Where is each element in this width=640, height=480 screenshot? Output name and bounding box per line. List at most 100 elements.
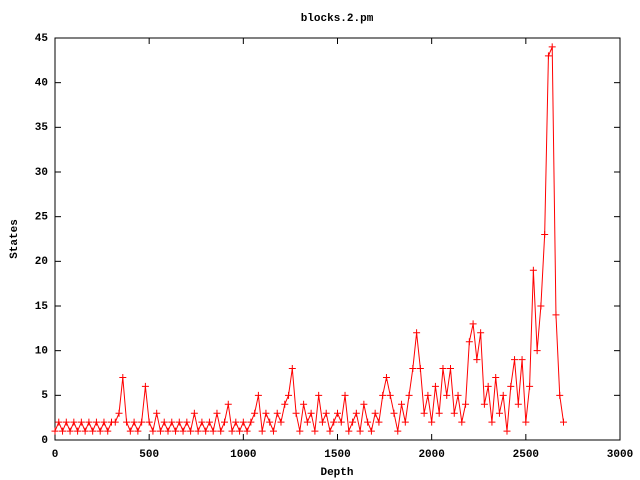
point-marker: [138, 418, 146, 426]
point-marker: [168, 418, 176, 426]
point-marker: [390, 409, 398, 417]
point-marker: [175, 418, 183, 426]
point-marker: [266, 418, 274, 426]
point-marker: [77, 418, 85, 426]
point-marker: [548, 43, 556, 51]
point-marker: [145, 418, 153, 426]
y-tick-label: 45: [35, 33, 49, 45]
point-marker: [529, 266, 537, 274]
x-tick-label: 3000: [607, 449, 633, 461]
point-marker: [164, 427, 172, 435]
point-marker: [243, 427, 251, 435]
point-marker: [522, 418, 530, 426]
point-marker: [296, 427, 304, 435]
point-marker: [236, 427, 244, 435]
point-marker: [96, 427, 104, 435]
point-marker: [450, 409, 458, 417]
point-marker: [318, 418, 326, 426]
point-marker: [104, 427, 112, 435]
point-marker: [292, 409, 300, 417]
point-marker: [552, 311, 560, 319]
plot-border: [54, 37, 621, 441]
point-marker: [262, 409, 270, 417]
point-marker: [473, 356, 481, 364]
x-tick-label: 0: [52, 449, 59, 461]
point-marker: [480, 400, 488, 408]
y-tick-label: 15: [35, 301, 49, 313]
point-marker: [443, 391, 451, 399]
y-tick-label: 5: [41, 390, 48, 402]
point-marker: [560, 418, 567, 426]
point-marker: [503, 427, 511, 435]
point-marker: [379, 391, 387, 399]
point-marker: [431, 382, 439, 390]
point-marker: [198, 418, 206, 426]
point-marker: [307, 409, 315, 417]
y-tick-label: 25: [35, 212, 49, 224]
point-marker: [326, 427, 334, 435]
point-marker: [115, 409, 123, 417]
point-marker: [89, 427, 97, 435]
x-tick-label: 2000: [418, 449, 444, 461]
point-marker: [179, 427, 187, 435]
y-tick-label: 40: [35, 78, 48, 90]
point-marker: [537, 302, 545, 310]
point-marker: [345, 427, 353, 435]
point-marker: [205, 418, 213, 426]
point-marker: [59, 427, 67, 435]
point-marker: [484, 382, 492, 390]
point-marker: [224, 400, 232, 408]
point-marker: [462, 400, 470, 408]
point-marker: [74, 427, 82, 435]
point-marker: [360, 400, 368, 408]
point-marker: [221, 418, 228, 426]
point-marker: [367, 427, 375, 435]
point-marker: [341, 391, 349, 399]
point-marker: [364, 418, 372, 426]
point-marker: [416, 365, 424, 373]
point-marker: [288, 365, 296, 373]
data-line: [54, 46, 564, 433]
point-marker: [458, 418, 466, 426]
point-marker: [85, 418, 93, 426]
point-marker: [126, 427, 134, 435]
point-marker: [356, 427, 364, 435]
y-tick-label: 20: [35, 256, 48, 268]
point-marker: [511, 356, 519, 364]
y-tick-label: 35: [35, 122, 49, 134]
point-marker: [454, 391, 462, 399]
point-marker: [285, 391, 293, 399]
point-marker: [541, 231, 549, 239]
point-marker: [469, 320, 477, 328]
point-marker: [251, 409, 259, 417]
point-marker: [254, 391, 262, 399]
point-marker: [315, 391, 323, 399]
point-marker: [334, 409, 341, 417]
point-marker: [447, 365, 454, 373]
point-marker: [232, 418, 240, 426]
x-axis-label: Depth: [320, 467, 353, 479]
point-marker: [123, 418, 131, 426]
point-marker: [544, 52, 552, 60]
point-marker: [281, 400, 289, 408]
point-marker: [269, 427, 277, 435]
point-marker: [330, 418, 338, 426]
point-marker: [526, 382, 534, 390]
point-marker: [465, 338, 473, 346]
point-marker: [172, 427, 180, 435]
point-marker: [70, 418, 78, 426]
point-marker: [371, 409, 379, 417]
point-marker: [428, 418, 436, 426]
point-marker: [424, 391, 432, 399]
point-marker: [187, 427, 195, 435]
point-marker: [435, 409, 443, 417]
point-marker: [81, 427, 89, 435]
point-marker: [382, 373, 390, 381]
point-marker: [386, 391, 394, 399]
point-marker: [337, 418, 345, 426]
point-marker: [420, 409, 428, 417]
point-marker: [209, 427, 217, 435]
point-marker: [258, 427, 266, 435]
point-marker: [394, 427, 402, 435]
